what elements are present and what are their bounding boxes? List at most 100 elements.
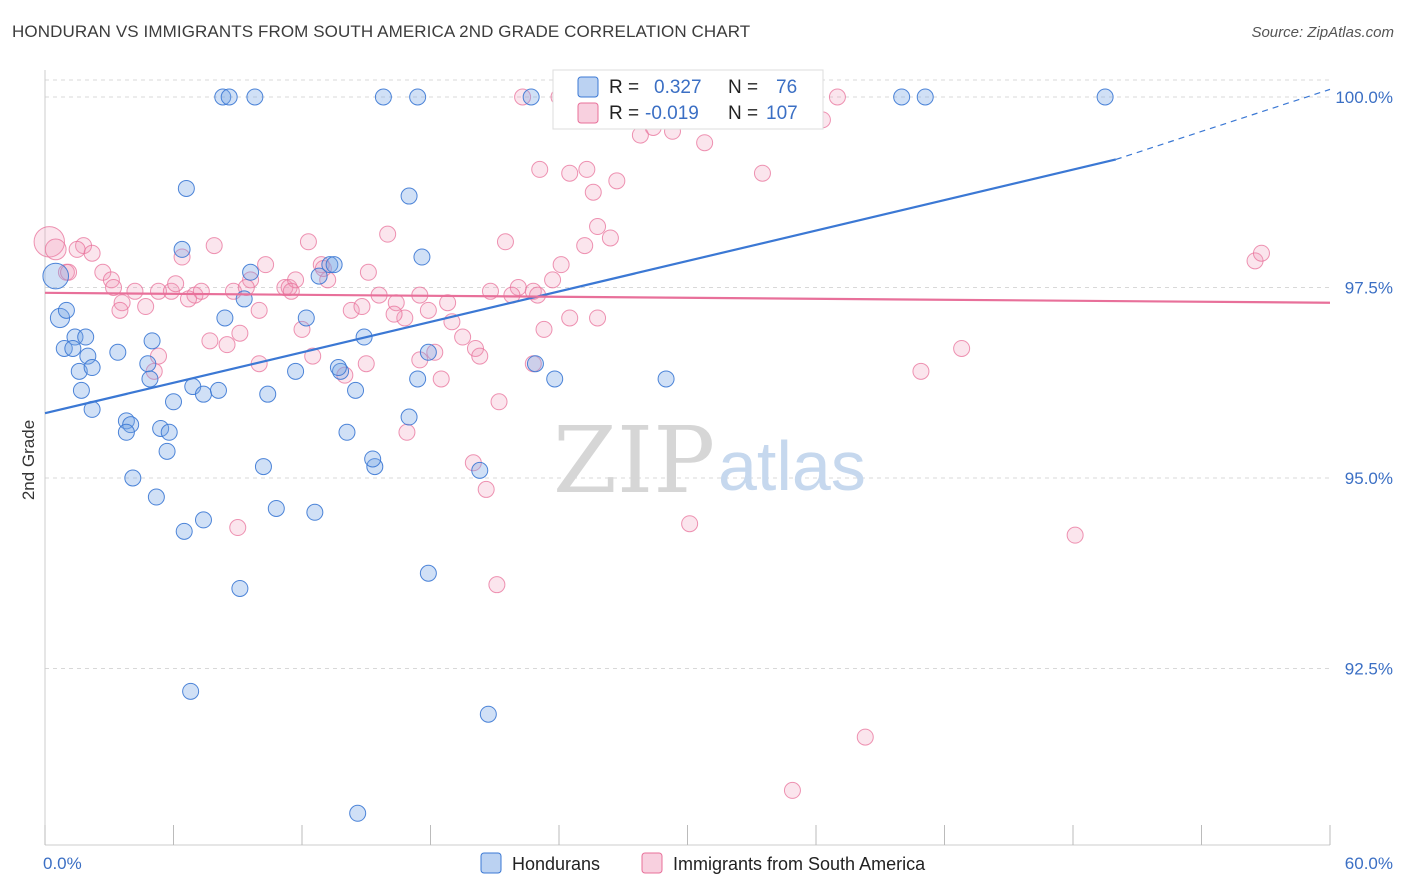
trend-lines [44, 88, 1331, 415]
stats-swatch-immigrants [577, 102, 599, 124]
point-honduran [182, 682, 200, 700]
point-immigrant [419, 301, 437, 319]
point-honduran [57, 301, 75, 319]
point-honduran [329, 359, 347, 377]
trend-line-immigrants [44, 291, 1331, 304]
y-tick-label: 97.5% [1345, 279, 1393, 298]
point-immigrant [531, 160, 549, 178]
y-tick-label: 100.0% [1335, 88, 1393, 107]
point-immigrant [426, 343, 444, 361]
point-honduran [413, 248, 431, 266]
stats-n-label-honduran: N = [728, 77, 758, 98]
point-honduran [214, 88, 232, 106]
point-immigrant [856, 728, 874, 746]
point-honduran [175, 522, 193, 540]
point-honduran [143, 332, 161, 350]
stats-box: R = 0.327 N = 76 R = -0.019 N = 107 [552, 69, 824, 130]
point-honduran [310, 267, 328, 285]
y-axis-title: 2nd Grade [19, 420, 38, 500]
point-immigrant [432, 370, 450, 388]
point-honduran [522, 88, 540, 106]
point-honduran [216, 309, 234, 327]
point-honduran [124, 469, 142, 487]
stats-r-label-immigrants: R = [609, 103, 639, 124]
point-honduran [109, 343, 127, 361]
point-immigrant [205, 237, 223, 255]
point-honduran [409, 88, 427, 106]
bottom-legend: Hondurans Immigrants from South America [480, 852, 926, 874]
point-honduran [165, 393, 182, 411]
stats-n-value-immigrants: 107 [766, 103, 798, 124]
point-honduran [409, 370, 427, 388]
point-immigrant [681, 515, 699, 533]
point-honduran [546, 370, 564, 388]
point-honduran [338, 423, 356, 441]
point-immigrant [561, 309, 579, 327]
watermark-zip: ZIP [553, 407, 715, 514]
point-immigrant [60, 263, 78, 281]
point-immigrant [912, 362, 930, 380]
point-immigrant [828, 88, 846, 106]
point-honduran [471, 461, 489, 479]
legend-label-hondurans: Hondurans [512, 854, 600, 874]
point-immigrant [137, 298, 155, 316]
point-honduran [419, 564, 437, 582]
point-honduran [306, 503, 324, 521]
point-honduran [77, 328, 95, 346]
legend-label-immigrants: Immigrants from South America [673, 854, 926, 874]
point-honduran [209, 381, 227, 399]
point-immigrant [561, 164, 579, 182]
point-immigrant [229, 519, 247, 537]
point-honduran [349, 804, 367, 822]
point-immigrant [105, 279, 123, 296]
chart-title: HONDURAN VS IMMIGRANTS FROM SOUTH AMERIC… [12, 22, 751, 41]
legend-swatch-hondurans [480, 852, 502, 874]
point-honduran [287, 362, 305, 380]
x-tick-label-max: 60.0% [1345, 854, 1393, 873]
point-immigrant [584, 183, 602, 201]
point-honduran [220, 88, 238, 106]
point-immigrant [535, 320, 553, 338]
point-immigrant [282, 282, 300, 300]
point-honduran [83, 359, 101, 377]
point-immigrant [514, 88, 532, 106]
y-tick-label: 95.0% [1345, 469, 1393, 488]
axes [44, 70, 1331, 846]
point-honduran [147, 488, 165, 506]
point-honduran [347, 381, 365, 399]
point-immigrant [287, 271, 305, 289]
point-immigrant [471, 347, 489, 365]
point-honduran [400, 408, 418, 426]
point-immigrant [439, 294, 457, 312]
point-immigrant [490, 393, 508, 411]
point-honduran [117, 423, 135, 441]
stats-r-value-honduran: 0.327 [654, 77, 702, 98]
point-honduran [259, 385, 277, 403]
point-honduran [72, 381, 90, 399]
point-immigrant [126, 282, 144, 300]
point-honduran [79, 347, 97, 365]
point-honduran [70, 362, 88, 380]
point-honduran [893, 88, 911, 106]
legend-swatch-immigrants [641, 852, 663, 874]
point-immigrant [299, 233, 317, 251]
point-immigrant [1252, 244, 1270, 262]
point-immigrant [342, 301, 360, 319]
point-honduran [321, 256, 339, 274]
point-immigrant [396, 309, 414, 327]
point-immigrant [454, 328, 472, 346]
point-honduran [158, 442, 176, 460]
series-immigrants-points [33, 88, 1270, 799]
point-immigrant [488, 576, 506, 594]
point-immigrant [552, 256, 570, 274]
point-immigrant [589, 218, 607, 236]
point-immigrant [359, 263, 377, 281]
point-honduran [400, 187, 418, 205]
point-immigrant [304, 347, 322, 365]
point-immigrant [496, 233, 514, 251]
watermark-atlas: atlas [718, 427, 866, 505]
point-immigrant [218, 336, 236, 354]
point-immigrant [167, 275, 185, 293]
point-immigrant [398, 423, 416, 441]
point-honduran [160, 423, 178, 441]
